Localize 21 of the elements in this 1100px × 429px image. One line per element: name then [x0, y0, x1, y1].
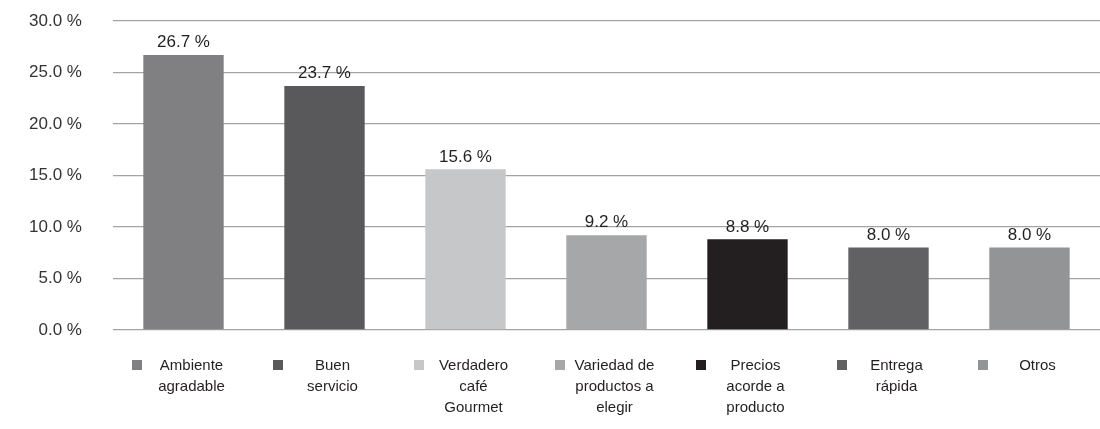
legend-label: Variedad de productos a elegir: [573, 355, 656, 417]
data-label: 23.7 %: [298, 63, 351, 83]
data-label: 8.0 %: [866, 224, 911, 244]
legend-label: Otros: [1018, 355, 1057, 375]
y-tick-label: 0.0 %: [38, 319, 82, 339]
legend-label: Verdadero café Gourmet: [437, 355, 510, 417]
y-tick-label: 15.0 %: [29, 165, 82, 185]
y-tick-label: 20.0 %: [29, 113, 82, 133]
data-label: 8.0 %: [1007, 224, 1052, 244]
y-tick-label: 25.0 %: [29, 62, 82, 82]
data-label: 15.6 %: [439, 146, 492, 166]
y-tick-label: 10.0 %: [29, 216, 82, 236]
y-tick-label: 30.0 %: [29, 10, 82, 30]
data-label: 8.8 %: [725, 216, 770, 236]
legend-label: Entrega rápida: [869, 355, 924, 396]
data-label: 9.2 %: [584, 212, 629, 232]
y-tick-label: 5.0 %: [38, 268, 82, 288]
legend-label: Ambiente agradable: [157, 355, 226, 396]
data-label: 26.7 %: [157, 32, 210, 52]
legend-label: Buen servicio: [306, 355, 359, 396]
legend-label: Precios acorde a producto: [725, 355, 786, 417]
